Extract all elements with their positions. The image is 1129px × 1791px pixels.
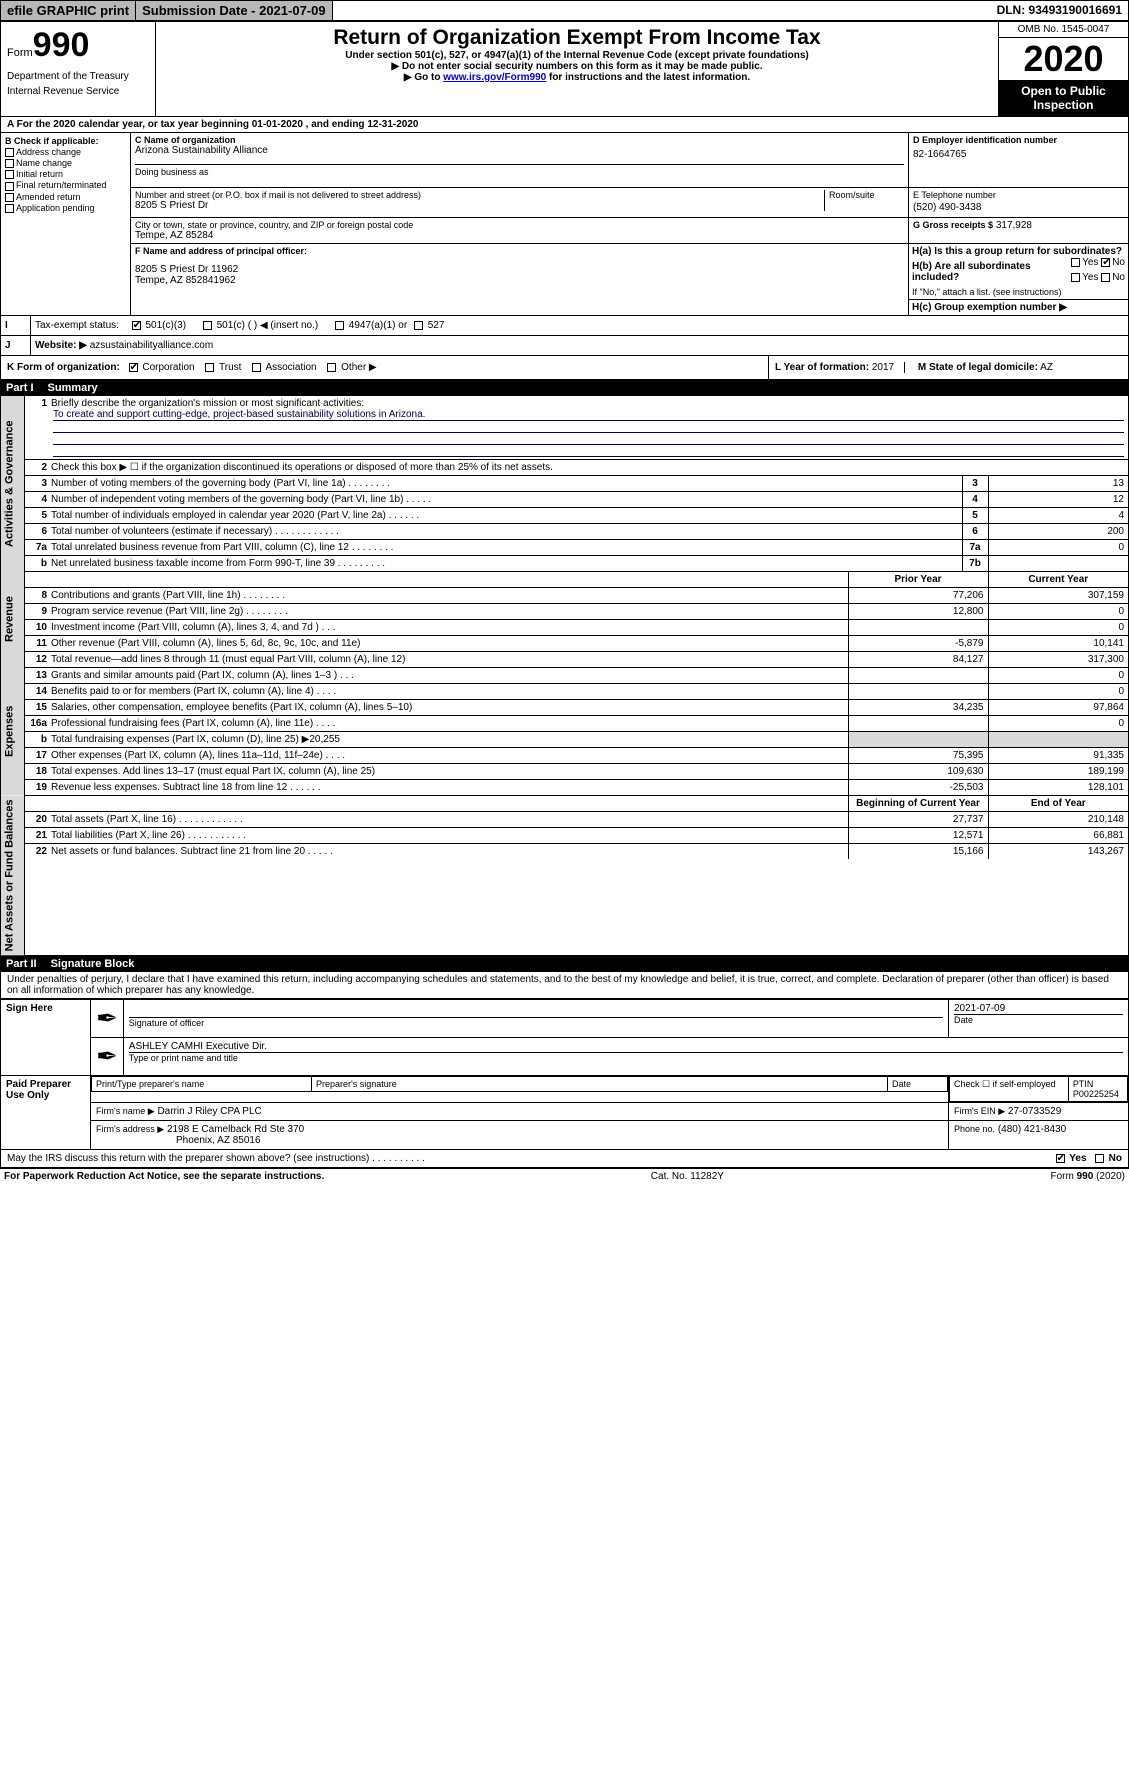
box-b: B Check if applicable: Address change Na… [1, 133, 131, 316]
submission-date: Submission Date - 2021-07-09 [136, 1, 333, 20]
efile-button[interactable]: efile GRAPHIC print [1, 1, 136, 20]
perjury-statement: Under penalties of perjury, I declare th… [0, 972, 1129, 999]
box-e: E Telephone number (520) 490-3438 [909, 188, 1129, 218]
line-5: 5Total number of individuals employed in… [25, 508, 1128, 524]
box-d: D Employer identification number 82-1664… [909, 133, 1129, 188]
box-k: K Form of organization: Corporation Trus… [1, 356, 769, 380]
box-c-city: City or town, state or province, country… [131, 218, 909, 244]
box-f: F Name and address of principal officer:… [131, 244, 909, 316]
form-ref: Form 990 (2020) [1051, 1171, 1125, 1182]
form-title-cell: Return of Organization Exempt From Incom… [156, 22, 999, 117]
vert-activities: Activities & Governance [1, 396, 25, 571]
right-header-box: OMB No. 1545-0047 2020 Open to Public In… [999, 22, 1129, 117]
privacy-note: ▶ Do not enter social security numbers o… [162, 61, 992, 72]
box-g: G Gross receipts $ 317,928 [909, 218, 1129, 244]
dln-label: DLN: 93493190016691 [991, 1, 1128, 20]
open-to-public: Open to Public Inspection [999, 80, 1128, 116]
part-2-bar: Part II Signature Block [0, 956, 1129, 972]
line-7a: 7aTotal unrelated business revenue from … [25, 540, 1128, 556]
tax-period-line: A For the 2020 calendar year, or tax yea… [0, 117, 1129, 133]
discuss-line: May the IRS discuss this return with the… [0, 1150, 1129, 1168]
vert-revenue: Revenue [1, 571, 25, 667]
line-4: 4Number of independent voting members of… [25, 492, 1128, 508]
website-note: ▶ Go to www.irs.gov/Form990 for instruct… [162, 72, 992, 83]
dept-treasury: Department of the Treasury [1, 69, 155, 84]
line-3: 3Number of voting members of the governi… [25, 476, 1128, 492]
box-c-name: C Name of organization Arizona Sustainab… [131, 133, 909, 188]
summary-section: Activities & Governance 1Briefly describ… [0, 396, 1129, 956]
entity-info-table: B Check if applicable: Address change Na… [0, 133, 1129, 316]
tax-year: 2020 [999, 38, 1128, 80]
box-h: H(a) Is this a group return for subordin… [909, 244, 1129, 316]
paid-preparer-label: Paid Preparer Use Only [1, 1075, 91, 1149]
form-subtitle: Under section 501(c), 527, or 4947(a)(1)… [162, 50, 992, 61]
line-7b: bNet unrelated business taxable income f… [25, 556, 1128, 572]
box-c-street: Number and street (or P.O. box if mail i… [131, 188, 909, 218]
vert-netassets: Net Assets or Fund Balances [1, 795, 25, 955]
part-1-bar: Part I Summary [0, 380, 1129, 396]
form-number: Form990 [1, 22, 155, 69]
top-bar: efile GRAPHIC print Submission Date - 20… [0, 0, 1129, 21]
dept-irs: Internal Revenue Service [1, 84, 155, 99]
box-j: Website: ▶ azsustainabilityalliance.com [31, 336, 1129, 356]
sign-here-label: Sign Here [1, 999, 91, 1075]
status-table: I Tax-exempt status: 501(c)(3) 501(c) ( … [0, 316, 1129, 380]
box-lm: L Year of formation: 2017 M State of leg… [769, 356, 1129, 380]
vert-expenses: Expenses [1, 667, 25, 795]
box-i: Tax-exempt status: 501(c)(3) 501(c) ( ) … [31, 316, 1129, 336]
form-title: Return of Organization Exempt From Incom… [162, 26, 992, 50]
omb-number: OMB No. 1545-0047 [999, 22, 1128, 38]
footer-line: For Paperwork Reduction Act Notice, see … [0, 1168, 1129, 1184]
irs-link[interactable]: www.irs.gov/Form990 [443, 72, 546, 83]
line-6: 6Total number of volunteers (estimate if… [25, 524, 1128, 540]
signature-table: Sign Here ✒ Signature of officer 2021-07… [0, 999, 1129, 1150]
form-header-table: Form990 Department of the Treasury Inter… [0, 21, 1129, 117]
